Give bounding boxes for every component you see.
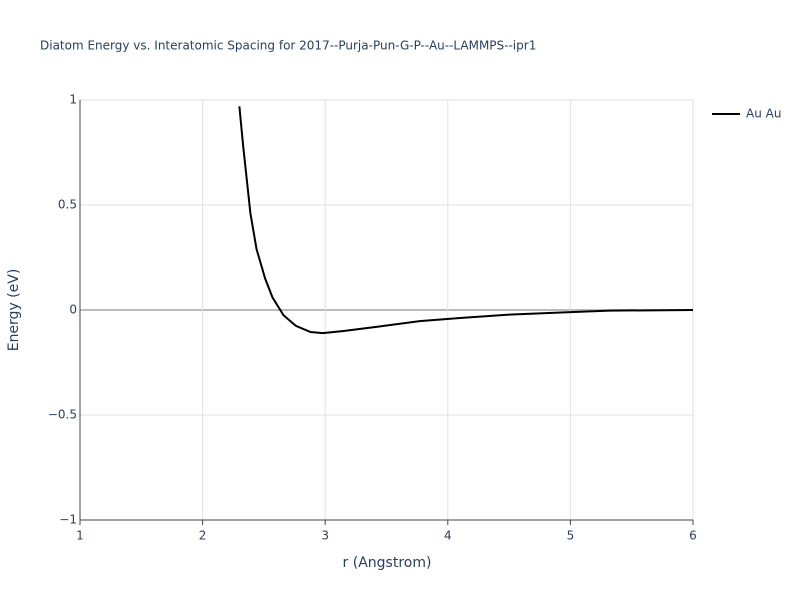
chart-title: Diatom Energy vs. Interatomic Spacing fo…: [40, 39, 536, 53]
x-axis-title: r (Angstrom): [343, 555, 432, 571]
x-tick-label: 3: [321, 529, 329, 543]
x-tick-label: 5: [567, 529, 575, 543]
x-tick-label: 6: [689, 529, 697, 543]
plot-area: [238, 106, 693, 335]
y-axis-title: Energy (eV): [6, 269, 22, 352]
x-tick-label: 1: [76, 529, 84, 543]
line-series: [238, 106, 693, 335]
y-tick-label: −0.5: [48, 408, 77, 422]
y-tick-label: −1: [59, 513, 77, 527]
y-tick-label: 0.5: [58, 198, 77, 212]
axes: −1 −0.5 0 0.5 1 1 2 3 4 5 6: [48, 93, 697, 543]
legend-label: Au Au: [746, 107, 781, 121]
x-tick-label: 4: [444, 529, 452, 543]
y-tick-label: 1: [69, 93, 77, 107]
x-tick-label: 2: [199, 529, 207, 543]
y-tick-label: 0: [69, 303, 77, 317]
